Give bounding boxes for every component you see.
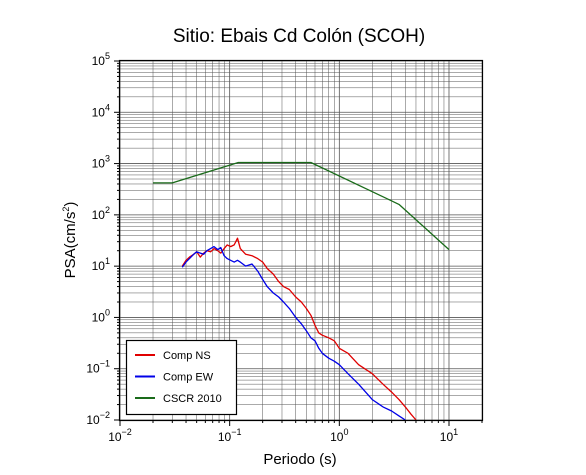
y-tick-label: 105 <box>92 51 110 68</box>
y-tick-label: 103 <box>92 154 110 171</box>
y-axis-label-sup: 2 <box>61 207 71 212</box>
x-tick-labels: 10−2 10−1 100 101 <box>108 427 458 444</box>
y-tick-label: 100 <box>92 307 110 324</box>
y-axis-label-suffix: ) <box>62 202 79 207</box>
x-tick-label: 10−1 <box>218 427 242 444</box>
y-tick-label: 102 <box>92 205 110 222</box>
y-axis-label-prefix: PSA(cm/s <box>62 212 79 279</box>
x-tick-label: 10−2 <box>108 427 132 444</box>
legend-label: Comp EW <box>163 372 214 384</box>
chart-title: Sitio: Ebais Cd Colón (SCOH) <box>173 26 425 47</box>
series-line-comp-ew <box>181 245 406 421</box>
x-tick-label: 101 <box>440 427 458 444</box>
legend: Comp NS Comp EW CSCR 2010 <box>125 339 238 416</box>
grid <box>119 60 483 421</box>
y-tick-label: 104 <box>92 102 110 119</box>
y-tick-label: 101 <box>92 256 110 273</box>
y-tick-label: 10−2 <box>86 410 110 427</box>
x-axis-label: Periodo (s) <box>263 451 336 468</box>
tick-group <box>114 60 483 426</box>
x-tick-label: 100 <box>330 427 348 444</box>
legend-label: CSCR 2010 <box>163 393 222 405</box>
y-axis-label: PSA(cm/s2) <box>61 202 79 279</box>
series-line-comp-ns <box>181 237 417 421</box>
series-group <box>153 161 450 421</box>
y-tick-label: 10−1 <box>86 359 110 376</box>
plot-frame <box>118 59 484 422</box>
series-line-cscr-2010 <box>153 161 450 251</box>
legend-label: Comp NS <box>163 350 211 362</box>
y-tick-labels: 10−2 10−1 100 101 102 103 104 105 <box>86 51 110 427</box>
